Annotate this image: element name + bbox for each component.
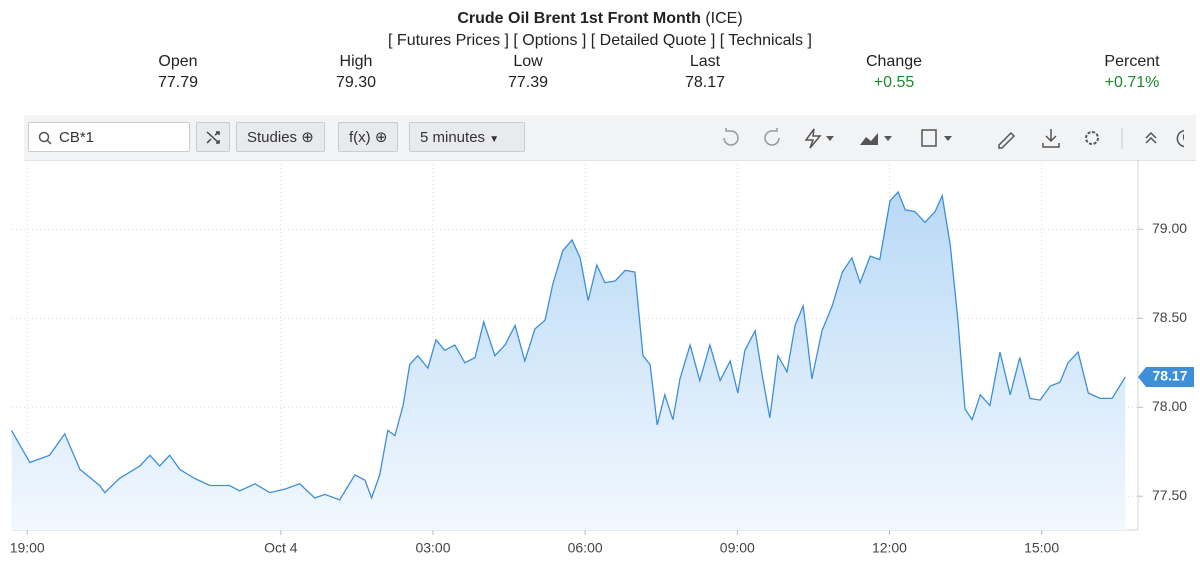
quote-stat: High 79.30	[296, 53, 416, 95]
stat-value: +0.71%	[1104, 74, 1160, 91]
last-price-label: 78.17	[1152, 368, 1187, 384]
function-label: f(x)	[349, 129, 371, 146]
x-tick-label: 19:00	[10, 540, 45, 556]
header-links: [ Futures Prices ] [ Options ] [ Detaile…	[0, 32, 1200, 50]
function-button[interactable]: f(x) ⊕	[338, 122, 399, 152]
header-title: Crude Oil Brent 1st Front Month (ICE)	[0, 10, 1200, 28]
link[interactable]: [ Futures Prices ]	[388, 32, 509, 49]
symbol: CB*1	[59, 129, 95, 146]
stat-label: Open	[158, 53, 198, 70]
instrument-name: Crude Oil Brent 1st Front Month	[457, 10, 701, 27]
stat-label: Last	[689, 53, 721, 70]
quote-stat: Last 78.17	[645, 53, 765, 95]
toolbar: CB*1 Studies ⊕ f(x) ⊕ 5 minutes ▼	[24, 115, 1196, 161]
redo-icon[interactable]	[764, 128, 780, 146]
last-price-tag	[1138, 367, 1194, 388]
settings-icon[interactable]	[1085, 131, 1099, 145]
x-tick-label: 03:00	[415, 540, 450, 556]
stat-label: High	[339, 53, 373, 70]
area	[11, 192, 1126, 530]
link[interactable]: [ Detailed Quote ]	[590, 32, 716, 49]
quote-stat: Percent +0.71%	[1072, 53, 1192, 95]
x-tick-label: 09:00	[720, 540, 755, 556]
stat-value: 77.79	[157, 74, 199, 91]
layout-icon[interactable]	[921, 129, 937, 147]
chart-type-icon[interactable]	[860, 133, 878, 145]
stat-label: Low	[513, 53, 543, 70]
y-tick-label: 77.50	[1152, 487, 1187, 503]
y-tick-label: 79.00	[1152, 220, 1187, 236]
quote-stat: Low 77.39	[468, 53, 588, 95]
y-tick-label: 78.00	[1152, 398, 1187, 414]
symbol-search[interactable]: CB*1	[28, 122, 190, 152]
stat-value: +0.55	[873, 74, 915, 91]
x-tick-label: 15:00	[1024, 540, 1059, 556]
x-tick-label: Oct 4	[264, 540, 298, 556]
search-icon	[38, 131, 52, 145]
exchange: (ICE)	[705, 10, 743, 27]
stat-value: 78.17	[684, 74, 726, 91]
theme-icon[interactable]	[1176, 129, 1184, 148]
y-tick-label: 78.50	[1152, 309, 1187, 325]
quote-stat: Change +0.55	[834, 53, 954, 95]
draw-icon[interactable]	[804, 128, 822, 149]
price-line	[10, 190, 1126, 501]
interval-label: 5 minutes	[420, 129, 486, 146]
stat-label: Change	[865, 53, 923, 70]
x-tick-label: 06:00	[568, 540, 603, 556]
undo-icon[interactable]	[723, 128, 739, 146]
studies-label: Studies	[247, 129, 298, 146]
link[interactable]: [ Options ]	[513, 32, 587, 49]
compare-button[interactable]	[196, 122, 230, 152]
studies-button[interactable]: Studies ⊕	[236, 122, 325, 152]
toolbar-icons	[723, 128, 1184, 149]
quote-stat: Open 77.79	[118, 53, 238, 95]
link[interactable]: [ Technicals ]	[719, 32, 812, 49]
shuffle-icon	[206, 131, 220, 144]
stat-label: Percent	[1104, 53, 1160, 70]
download-icon[interactable]	[1042, 129, 1060, 148]
interval-button[interactable]: 5 minutes ▼	[409, 122, 525, 152]
dropdown-arrows	[826, 136, 952, 141]
stat-value: 79.30	[335, 74, 377, 91]
pencil-icon[interactable]	[998, 131, 1016, 149]
collapse-icon[interactable]	[1145, 131, 1157, 144]
stat-value: 77.39	[507, 74, 549, 91]
x-tick-label: 12:00	[872, 540, 907, 556]
